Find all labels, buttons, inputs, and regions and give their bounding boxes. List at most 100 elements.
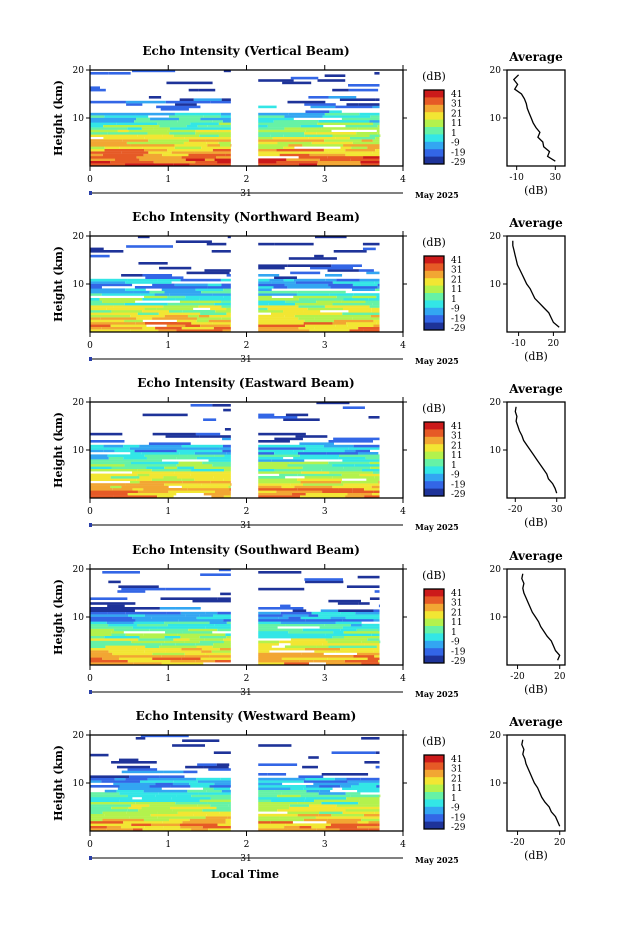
heatmap-cell [271, 281, 296, 284]
heatmap-cell [128, 806, 142, 810]
heatmap-cell [124, 319, 143, 323]
colorbar-swatch [424, 90, 444, 98]
heatmap-cell [144, 454, 188, 457]
heatmap-cell [258, 659, 300, 663]
heatmap-cell [360, 492, 373, 496]
heatmap-cell [194, 452, 227, 455]
heatmap-cell [225, 153, 231, 157]
heatmap-cell [277, 809, 320, 812]
heatmap-cell [210, 307, 227, 311]
heatmap-cell [166, 81, 213, 85]
heatmap-cell [100, 317, 137, 320]
heatmap-cell [374, 590, 380, 593]
heatmap-cell [342, 619, 374, 622]
heatmap-cell [352, 490, 374, 493]
heatmap-cell [118, 657, 153, 660]
heatmap-cell [143, 153, 163, 157]
heatmap-cell [258, 317, 299, 320]
heatmap-cell [279, 473, 298, 477]
avg-x-tick-label: 20 [554, 838, 566, 848]
heatmap-cell [221, 283, 231, 287]
heatmap-cell [258, 650, 270, 653]
avg-title: Average [508, 50, 563, 64]
heatmap-cell [162, 153, 189, 157]
heatmap-cell [354, 464, 380, 467]
heatmap-cell [356, 628, 379, 632]
heatmap-cell [101, 326, 143, 330]
colorbar-tick-label: -9 [451, 139, 460, 149]
heatmap-cell [332, 322, 347, 325]
heatmap-cell [258, 471, 302, 474]
heatmap-cell [142, 326, 156, 330]
heatmap-cell [163, 770, 184, 774]
heatmap-cell [90, 483, 126, 486]
heatmap-cell [176, 456, 197, 460]
heatmap-cell [217, 129, 231, 133]
heatmap-cell [333, 437, 380, 441]
heatmap-cell [90, 120, 135, 123]
heatmap-cell [373, 324, 380, 327]
heatmap-cell [90, 490, 129, 493]
heatmap-cell [181, 156, 216, 159]
heatmap-cell [181, 478, 195, 481]
heatmap-cell [173, 163, 190, 166]
heatmap-cell [130, 329, 159, 332]
heatmap-cell [142, 413, 188, 417]
colorbar-tick-label: 11 [451, 119, 462, 129]
heatmap-cell [288, 257, 337, 260]
heatmap-cell [197, 763, 217, 766]
heatmap-cell [171, 151, 195, 154]
heatmap-cell [90, 650, 109, 653]
heatmap-cell [90, 298, 100, 301]
avg-frame [506, 734, 566, 832]
heatmap-cell [142, 828, 192, 831]
heatmap-cell [175, 607, 201, 610]
heatmap-cell [101, 293, 141, 296]
heatmap-cell [314, 317, 353, 320]
heatmap-cell [316, 132, 357, 135]
heatmap-cell [115, 158, 140, 161]
heatmap-cell [90, 777, 115, 781]
heatmap-cell [130, 480, 140, 484]
colorbar-swatch [424, 655, 444, 664]
colorbar-unit: (dB) [422, 70, 446, 83]
heatmap-cell [314, 326, 359, 330]
heatmap-cell [276, 160, 318, 164]
heatmap-cell [149, 804, 198, 807]
heatmap-cell [229, 488, 231, 491]
heatmap-cell [135, 619, 179, 622]
colorbar-swatch [424, 799, 444, 808]
heatmap-cell [185, 295, 200, 299]
heatmap-cell [157, 811, 178, 814]
colorbar-swatch [424, 256, 444, 264]
heatmap-cell [223, 288, 231, 291]
heatmap-cell [165, 100, 211, 104]
date-bar-marker [89, 856, 92, 860]
heatmap-cell [144, 307, 157, 311]
heatmap-cell [258, 129, 306, 133]
heatmap-cell [90, 324, 111, 327]
x-tick-label: 4 [400, 840, 406, 850]
heatmap-cell [319, 785, 341, 788]
heatmap-cell [187, 488, 230, 491]
heatmap-cell [321, 773, 369, 776]
heatmap-cell [143, 789, 188, 793]
heatmap-cell [305, 324, 336, 327]
heatmap-cell [203, 418, 217, 421]
heatmap-cell [293, 295, 337, 299]
heatmap-cell [359, 278, 380, 282]
heatmap-cell [330, 823, 378, 826]
heatmap-cell [133, 459, 163, 462]
heatmap-cell [258, 478, 298, 481]
heatmap-cell [229, 324, 231, 327]
heatmap-cell [226, 274, 231, 277]
heatmap-cell [194, 478, 224, 481]
heatmap-cell [127, 278, 158, 282]
colorbar-swatch [424, 589, 444, 597]
heatmap-cell [258, 633, 289, 636]
heatmap-cell [112, 488, 133, 491]
heatmap-cell [151, 478, 182, 481]
y-axis-label: Height (km) [52, 412, 65, 488]
heatmap-cell [152, 283, 175, 287]
heatmap-cell [304, 647, 341, 651]
